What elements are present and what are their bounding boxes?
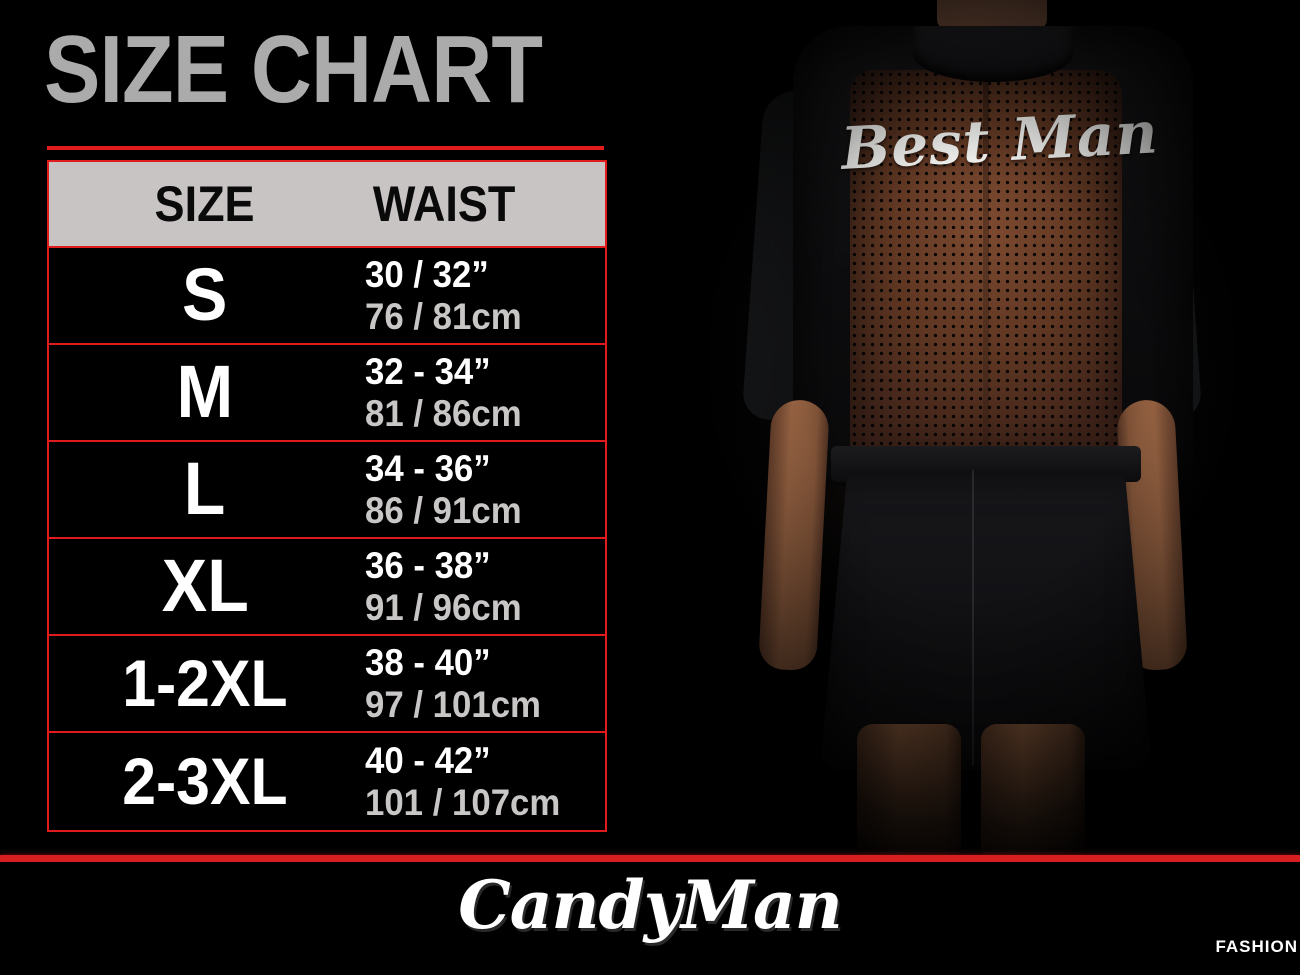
size-cell: XL — [49, 544, 361, 628]
waist-centimeters: 81 / 86cm — [365, 392, 522, 434]
waist-centimeters: 101 / 107cm — [365, 781, 561, 823]
skirt-center-seam — [971, 470, 974, 766]
waist-inches: 40 - 42” — [365, 740, 491, 782]
brand-tagline: FASHION — [1215, 937, 1298, 956]
table-row: M 32 - 34” 81 / 86cm — [49, 345, 605, 442]
footer: CandyMan FASHION — [0, 862, 1300, 975]
table-header-row: SIZE WAIST — [49, 162, 605, 248]
model-leg-left — [857, 724, 961, 858]
photo-backdrop: Best Man — [645, 0, 1300, 858]
garment-print-text: Best Man — [839, 98, 1161, 183]
column-header-waist: WAIST — [372, 176, 516, 232]
size-cell: M — [49, 350, 361, 434]
size-value: L — [184, 447, 226, 531]
waist-inches: 34 - 36” — [365, 448, 491, 490]
waist-cell: 30 / 32” 76 / 81cm — [361, 254, 605, 337]
column-header-size-cell: SIZE — [49, 179, 361, 229]
waist-inches: 32 - 34” — [365, 351, 491, 393]
title-underline-rule — [47, 146, 604, 150]
table-row: S 30 / 32” 76 / 81cm — [49, 248, 605, 345]
waist-centimeters: 97 / 101cm — [365, 683, 541, 725]
table-row: XL 36 - 38” 91 / 96cm — [49, 539, 605, 636]
size-cell: S — [49, 253, 361, 337]
size-value: M — [176, 350, 234, 434]
model-leg-right — [981, 724, 1085, 858]
size-chart-table: SIZE WAIST S 30 / 32” 76 / 81cm M — [47, 160, 607, 832]
footer-divider-rule — [0, 855, 1300, 862]
brand-logo: CandyMan FASHION — [0, 866, 1300, 955]
size-value: S — [182, 253, 228, 337]
waist-centimeters: 86 / 91cm — [365, 489, 522, 531]
waist-cell: 32 - 34” 81 / 86cm — [361, 351, 605, 434]
product-photo: Best Man — [645, 0, 1300, 858]
page-title: SIZE CHART — [44, 16, 543, 123]
size-value: 1-2XL — [122, 646, 288, 721]
waist-cell: 38 - 40” 97 / 101cm — [361, 642, 605, 725]
waist-cell: 40 - 42” 101 / 107cm — [361, 740, 605, 823]
waist-centimeters: 76 / 81cm — [365, 295, 522, 337]
size-chart-panel: SIZE CHART SIZE WAIST S 30 / 32” 76 / 81… — [0, 0, 645, 858]
waist-inches: 36 - 38” — [365, 545, 491, 587]
shirt-collar — [913, 26, 1073, 82]
waist-cell: 34 - 36” 86 / 91cm — [361, 448, 605, 531]
size-cell: 1-2XL — [49, 646, 361, 721]
model-arm-left — [757, 398, 831, 672]
size-value: XL — [161, 544, 249, 628]
waist-centimeters: 91 / 96cm — [365, 586, 522, 628]
waist-cell: 36 - 38” 91 / 96cm — [361, 545, 605, 628]
size-value: 2-3XL — [122, 744, 288, 819]
waist-inches: 38 - 40” — [365, 642, 491, 684]
waist-inches: 30 / 32” — [365, 254, 489, 296]
table-row: 1-2XL 38 - 40” 97 / 101cm — [49, 636, 605, 733]
table-row: 2-3XL 40 - 42” 101 / 107cm — [49, 733, 605, 830]
table-row: L 34 - 36” 86 / 91cm — [49, 442, 605, 539]
size-cell: L — [49, 447, 361, 531]
column-header-waist-cell: WAIST — [361, 179, 605, 229]
brand-name: CandyMan — [458, 866, 843, 944]
column-header-size: SIZE — [154, 176, 256, 232]
size-cell: 2-3XL — [49, 744, 361, 819]
